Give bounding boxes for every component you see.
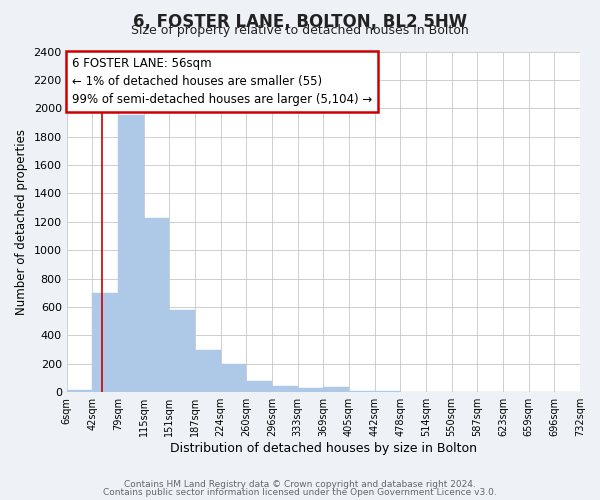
Bar [247,381,272,392]
Bar [323,387,349,392]
Bar [143,218,169,392]
Bar [298,388,323,392]
Text: Contains public sector information licensed under the Open Government Licence v3: Contains public sector information licen… [103,488,497,497]
Bar [195,350,221,392]
Bar [169,310,195,392]
Bar [92,293,118,392]
Bar [118,116,143,392]
Bar [349,391,374,392]
Text: 6, FOSTER LANE, BOLTON, BL2 5HW: 6, FOSTER LANE, BOLTON, BL2 5HW [133,12,467,30]
Bar [221,364,247,392]
Text: Contains HM Land Registry data © Crown copyright and database right 2024.: Contains HM Land Registry data © Crown c… [124,480,476,489]
Text: Size of property relative to detached houses in Bolton: Size of property relative to detached ho… [131,24,469,37]
Bar [272,386,298,392]
Y-axis label: Number of detached properties: Number of detached properties [15,129,28,315]
Text: 6 FOSTER LANE: 56sqm
← 1% of detached houses are smaller (55)
99% of semi-detach: 6 FOSTER LANE: 56sqm ← 1% of detached ho… [72,56,372,106]
X-axis label: Distribution of detached houses by size in Bolton: Distribution of detached houses by size … [170,442,477,455]
Bar [67,390,92,392]
